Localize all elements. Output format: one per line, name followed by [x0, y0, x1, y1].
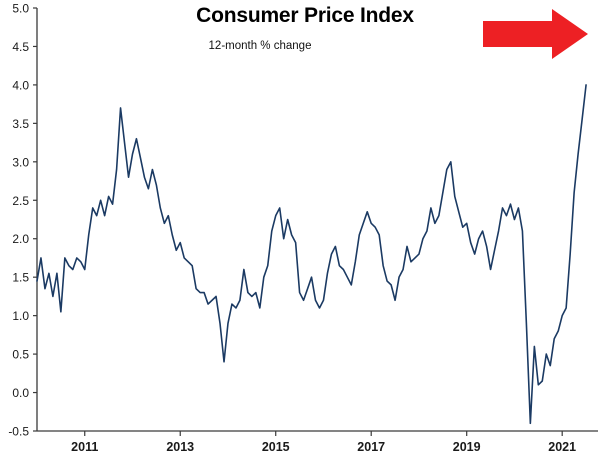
x-tick-label: 2021 — [548, 440, 576, 454]
x-tick-label: 2013 — [166, 440, 194, 454]
y-axis-ticks: 5.0 4.5 4.0 3.5 3.0 2.5 2.0 1.5 1.0 0.5 0.0 -0.5 — [8, 2, 37, 439]
y-tick-label: 3.5 — [12, 117, 29, 131]
x-tick-label: 2015 — [262, 440, 290, 454]
y-tick-label: 0.5 — [12, 348, 29, 362]
y-tick-label: 0.0 — [12, 386, 29, 400]
y-tick-label: -0.5 — [8, 425, 29, 439]
red-arrow-icon — [483, 9, 588, 59]
y-tick-label: 2.0 — [12, 232, 29, 246]
x-tick-label: 2019 — [453, 440, 481, 454]
y-tick-label: 4.5 — [12, 40, 29, 54]
y-tick-label: 3.0 — [12, 155, 29, 169]
y-tick-label: 4.0 — [12, 78, 29, 92]
cpi-series-line — [36, 84, 587, 425]
red-arrow-annotation — [483, 9, 588, 59]
y-tick-label: 5.0 — [12, 2, 29, 16]
x-axis-ticks: 2011 2013 2015 2017 2019 2021 — [71, 431, 576, 454]
y-tick-label: 2.5 — [12, 194, 29, 208]
y-tick-label: 1.5 — [12, 271, 29, 285]
x-tick-label: 2017 — [357, 440, 385, 454]
y-tick-label: 1.0 — [12, 309, 29, 323]
x-tick-label: 2011 — [71, 440, 98, 454]
